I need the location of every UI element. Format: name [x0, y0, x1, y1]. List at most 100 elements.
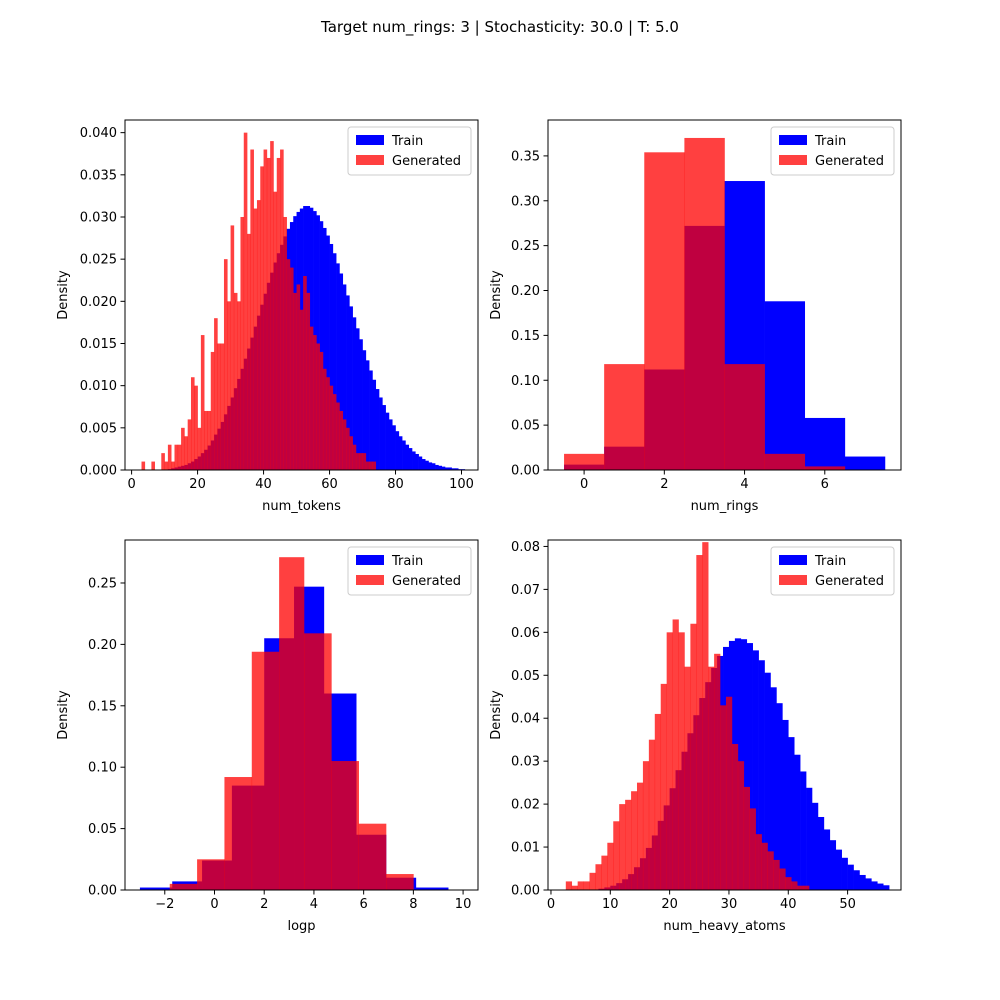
generated-bar	[190, 377, 195, 470]
generated-bar	[684, 137, 725, 470]
generated-bar	[625, 799, 632, 890]
y-tick-label: 0.07	[511, 583, 540, 598]
y-tick-label: 0.015	[80, 337, 117, 352]
generated-bar	[714, 653, 721, 890]
generated-bar	[276, 157, 281, 470]
x-tick-label: 40	[780, 897, 797, 912]
y-tick-label: 0.005	[80, 421, 117, 436]
legend-label-train: Train	[814, 554, 846, 569]
generated-bar	[247, 233, 251, 470]
train-bar	[752, 650, 759, 890]
generated-bar	[332, 394, 337, 470]
train-bar	[871, 881, 878, 890]
x-tick-label: 20	[661, 897, 678, 912]
y-axis-label: Density	[56, 690, 71, 740]
train-bar	[431, 463, 436, 470]
generated-bar	[743, 786, 751, 890]
train-bar	[806, 787, 813, 890]
generated-bar	[303, 633, 332, 890]
chart-panel-num_heavy_atoms: 0 10 20 30 40 50 0.00 0.01 0.02 0.03 0.04 0.05 0.06 0…	[489, 539, 902, 934]
x-tick-label: 100	[449, 477, 474, 492]
generated-bar	[672, 619, 679, 890]
generated-bar	[642, 761, 650, 890]
generated-bar	[260, 166, 264, 470]
generated-bar	[280, 149, 284, 470]
train-bar	[865, 878, 872, 890]
generated-bar	[223, 259, 228, 470]
generated-bar	[696, 555, 703, 890]
train-bar	[800, 771, 807, 890]
train-bar	[322, 227, 327, 470]
generated-bar	[230, 225, 235, 470]
legend-label-generated: Generated	[815, 574, 884, 589]
train-bar	[823, 829, 831, 890]
bars-group	[139, 557, 449, 890]
y-tick-label: 0.035	[80, 168, 117, 183]
x-tick-label: 4	[310, 897, 318, 912]
y-tick-label: 0.030	[80, 210, 117, 225]
generated-bar	[565, 881, 573, 890]
generated-bar	[785, 877, 792, 890]
train-bar	[438, 465, 443, 470]
generated-bar	[243, 132, 248, 470]
x-axis-label: num_heavy_atoms	[663, 919, 785, 934]
x-tick-label: 6	[360, 897, 368, 912]
train-bar	[421, 459, 426, 470]
generated-bar	[169, 883, 198, 890]
train-bar	[859, 874, 866, 890]
generated-bar	[369, 461, 373, 470]
train-bar	[359, 339, 363, 470]
train-bar	[425, 460, 429, 470]
y-tick-label: 0.00	[511, 464, 540, 479]
generated-bar	[779, 868, 786, 890]
generated-bar	[167, 444, 172, 470]
generated-bar	[636, 782, 644, 890]
generated-bar	[207, 410, 212, 470]
train-bar	[764, 672, 771, 890]
train-bar	[451, 468, 456, 470]
axes-frame	[124, 539, 479, 891]
generated-bar	[690, 623, 697, 890]
generated-bar	[204, 410, 208, 470]
generated-bar	[737, 761, 745, 890]
train-bar	[375, 389, 380, 470]
generated-bar	[607, 842, 614, 890]
generated-bar	[306, 292, 311, 470]
x-tick-label: 80	[387, 477, 404, 492]
generated-bar	[184, 436, 188, 470]
generated-bar	[309, 326, 314, 470]
y-tick-label: 0.25	[511, 239, 540, 254]
train-bar	[812, 802, 819, 890]
train-bar	[746, 643, 753, 890]
y-tick-label: 0.020	[80, 295, 117, 310]
legend-swatch-generated	[356, 155, 384, 165]
train-bar	[782, 719, 789, 890]
generated-bar	[803, 885, 810, 890]
generated-bar	[684, 666, 691, 890]
y-axis-label: Density	[489, 690, 504, 740]
train-bar	[319, 221, 324, 470]
train-bar	[352, 317, 357, 470]
generated-bar	[200, 335, 205, 470]
train-bar	[382, 405, 386, 470]
train-bar	[332, 253, 337, 470]
y-tick-label: 0.06	[511, 626, 540, 641]
train-bar	[405, 444, 410, 470]
generated-bar	[595, 864, 602, 890]
y-tick-label: 0.05	[511, 669, 540, 684]
y-tick-label: 0.01	[511, 841, 540, 856]
axes-frame	[547, 539, 902, 891]
train-bar	[776, 703, 783, 890]
y-tick-label: 0.10	[88, 761, 117, 776]
generated-bar	[197, 859, 225, 890]
train-bar	[398, 436, 403, 470]
y-tick-label: 0.000	[80, 464, 117, 479]
y-tick-label: 0.10	[511, 374, 540, 389]
generated-bar	[266, 157, 271, 470]
y-tick-label: 0.25	[88, 576, 117, 591]
generated-bar	[583, 881, 590, 890]
legend-swatch-train	[356, 135, 384, 145]
generated-bar	[270, 141, 274, 470]
generated-bar	[237, 301, 241, 470]
train-bar	[847, 864, 854, 890]
